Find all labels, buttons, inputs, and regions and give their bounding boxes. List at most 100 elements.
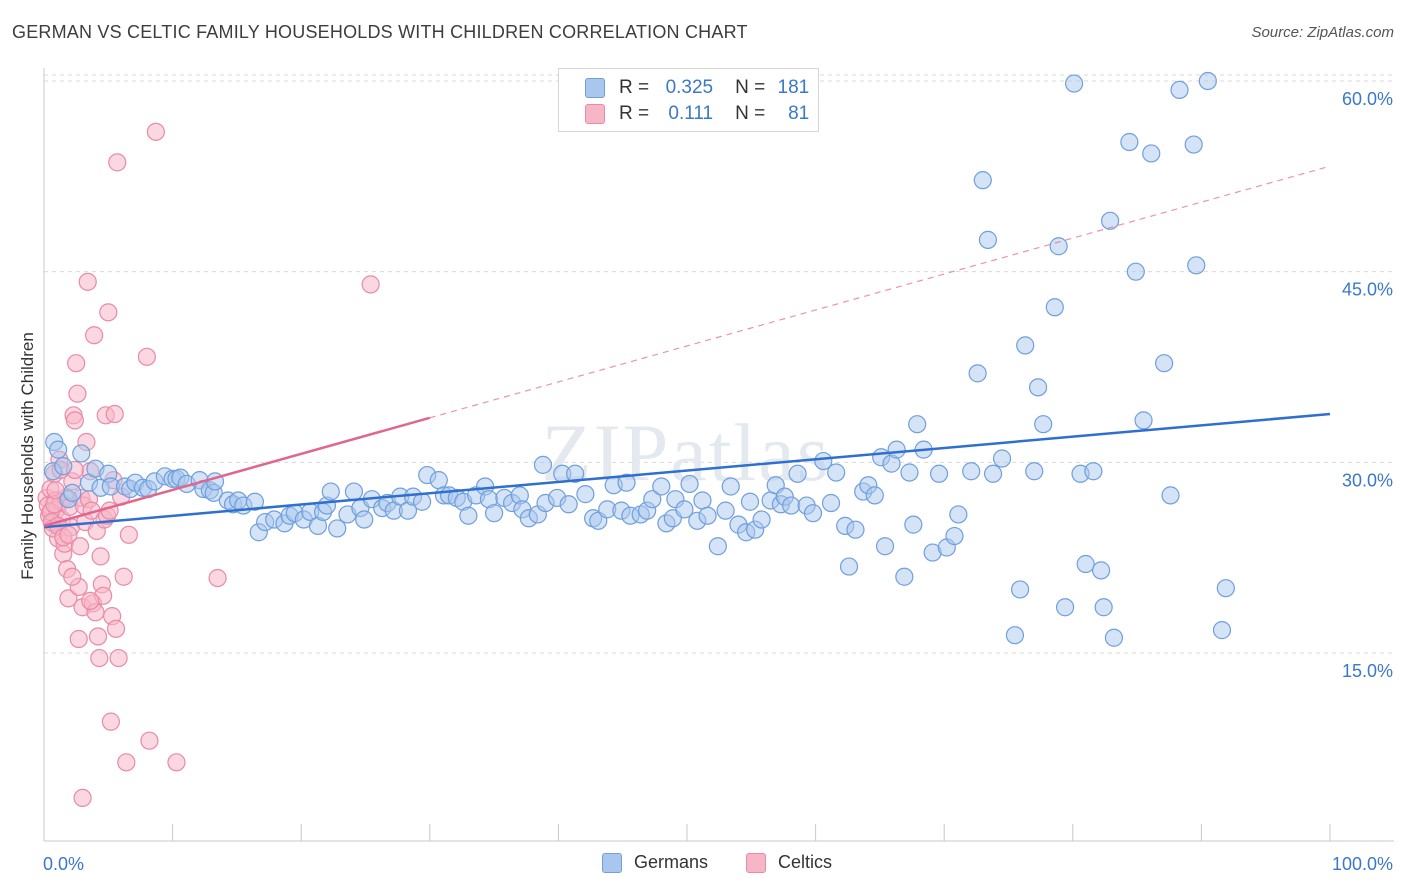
germans-point (1028, 378, 1048, 397)
celtics-swatch-icon (746, 852, 766, 873)
germans-point (485, 504, 504, 523)
germans-point (1184, 135, 1203, 154)
germans-point (1094, 598, 1113, 617)
y-tick-label: 30.0% (1342, 470, 1393, 490)
germans-point (1076, 554, 1095, 574)
label-layer: 15.0% 30.0% 45.0% 60.0% 0.0% 100.0% (43, 89, 1393, 874)
celtics-point (208, 568, 227, 588)
germans-point (900, 463, 919, 482)
germans-point (559, 495, 578, 514)
germans-point (675, 500, 694, 519)
legend-row-celtics: R = 0.111 N = 81 (585, 101, 809, 127)
celtics-point (69, 629, 88, 649)
germans-point (533, 455, 553, 474)
celtics-point (81, 591, 100, 610)
germans-point (708, 537, 727, 556)
celtics-point (146, 122, 165, 141)
germans-point (945, 526, 964, 546)
germans-point (875, 537, 895, 556)
source-label: Source: ZipAtlas.com (1251, 24, 1394, 41)
legend-n-value: 81 (788, 103, 810, 124)
germans-point (887, 440, 906, 459)
germans-point (693, 491, 712, 510)
celtics-point (117, 753, 136, 772)
germans-point (344, 482, 364, 501)
germans-point (1055, 598, 1075, 617)
celtics-point (167, 753, 186, 772)
germans-point (1016, 336, 1035, 355)
germans-swatch-icon (602, 852, 622, 873)
germans-point (904, 515, 923, 534)
x-tick-label: 100.0% (1332, 854, 1393, 874)
legend-r-value: 0.325 (665, 77, 714, 98)
germans-point (1170, 80, 1189, 100)
celtics-point (361, 275, 380, 294)
celtics-swatch-icon (585, 104, 605, 124)
germans-point (1091, 561, 1111, 580)
germans-point (617, 473, 636, 492)
celtics-trend-extension (429, 165, 1331, 419)
trend-layer (43, 165, 1331, 529)
celtics-point (78, 272, 97, 291)
germans-point (846, 520, 865, 539)
germans-point (740, 492, 760, 511)
grid-layer (44, 74, 1394, 654)
germans-point (1216, 579, 1235, 598)
celtics-point (114, 567, 133, 586)
germans-point (355, 510, 374, 529)
germans-point (839, 557, 859, 576)
germans-point (827, 463, 846, 482)
celtics-point (105, 404, 124, 424)
celtics-point (140, 731, 159, 750)
germans-point (1161, 486, 1180, 505)
germans-point (1104, 628, 1124, 647)
celtics-point (137, 347, 156, 366)
germans-point (328, 519, 347, 538)
germans-point (576, 485, 595, 504)
celtics-point (67, 354, 86, 373)
bottom-legend: Germans Celtics (0, 852, 1406, 878)
axis-layer (43, 68, 1394, 842)
celtics-point (106, 619, 126, 638)
bottom-legend-celtics-label: Celtics (778, 852, 833, 872)
germans-point (973, 171, 992, 190)
bottom-legend-germans-label: Germans (634, 852, 709, 872)
y-axis-label: Family Households with Children (18, 332, 37, 580)
celtics-point (108, 153, 127, 172)
celtics-points (37, 122, 380, 808)
germans-point (1142, 144, 1161, 163)
celtics-point (59, 589, 78, 608)
legend-row-germans: R = 0.325 N = 181 (585, 75, 809, 101)
celtics-point (68, 384, 87, 403)
y-tick-label: 15.0% (1342, 661, 1393, 681)
germans-point (1084, 462, 1103, 481)
germans-point (752, 510, 771, 529)
germans-point (814, 451, 833, 471)
germans-point (566, 464, 585, 483)
legend-box: R = 0.325 N = 181 R = 0.111 N = 81 (558, 68, 819, 132)
germans-point (680, 474, 699, 494)
germans-point (788, 464, 807, 483)
legend-r-value: 0.111 (668, 103, 714, 124)
legend-r-label: R = (619, 103, 650, 124)
germans-point (908, 415, 927, 434)
germans-point (1025, 462, 1044, 481)
germans-point (716, 501, 735, 520)
germans-point (1212, 621, 1232, 640)
celtics-point (85, 326, 104, 345)
germans-swatch-icon (585, 78, 605, 98)
germans-point (63, 483, 82, 502)
legend-n-label: N = (735, 103, 766, 124)
germans-point (1198, 71, 1217, 91)
chart-title: GERMAN VS CELTIC FAMILY HOUSEHOLDS WITH … (12, 22, 748, 42)
celtics-point (119, 525, 138, 544)
legend-r-label: R = (619, 77, 650, 98)
y-tick-label: 45.0% (1342, 280, 1393, 300)
germans-point (54, 457, 73, 476)
germans-point (782, 496, 801, 515)
celtics-point (99, 303, 118, 322)
germans-point (412, 492, 432, 511)
germans-point (1120, 132, 1139, 152)
germans-point (1049, 237, 1068, 256)
